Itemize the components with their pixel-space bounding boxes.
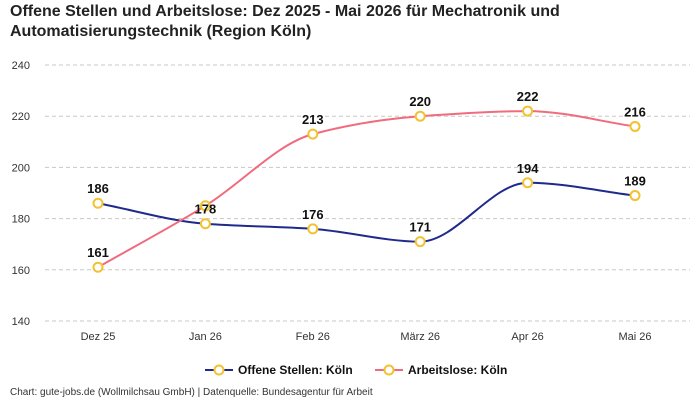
data-label: 186 (87, 181, 109, 196)
x-tick-label: Apr 26 (511, 331, 543, 343)
data-point (414, 236, 426, 248)
legend-label: Arbeitslose: Köln (408, 363, 507, 377)
series-markers (92, 105, 641, 273)
legend-label: Offene Stellen: Köln (238, 363, 353, 377)
data-label: 194 (517, 161, 539, 176)
data-point (92, 261, 104, 273)
data-point (522, 177, 534, 189)
y-tick-label: 160 (12, 265, 30, 277)
x-tick-label: März 26 (400, 331, 440, 343)
x-tick-label: Dez 25 (81, 331, 116, 343)
data-point (307, 128, 319, 140)
data-label: 220 (409, 94, 431, 109)
y-axis: 140 160 180 200 220 240 (12, 60, 30, 328)
data-point (629, 120, 641, 132)
data-label: 161 (87, 245, 109, 260)
x-tick-label: Feb 26 (296, 331, 330, 343)
data-label: 222 (517, 89, 539, 104)
data-point (414, 110, 426, 122)
y-tick-label: 140 (12, 316, 30, 328)
y-tick-label: 240 (12, 60, 30, 72)
legend: Offene Stellen: Köln Arbeitslose: Köln (205, 363, 507, 377)
data-label: 171 (409, 220, 431, 235)
data-point (522, 105, 534, 117)
data-label: 189 (624, 174, 646, 189)
series-line (97, 181, 636, 243)
x-tick-label: Jan 26 (189, 331, 222, 343)
chart-title: Offene Stellen und Arbeitslose: Dez 2025… (10, 3, 560, 40)
data-point (629, 190, 641, 202)
legend-marker (383, 364, 395, 376)
data-point (199, 218, 211, 230)
grid-lines (45, 64, 690, 322)
data-label: 176 (302, 207, 324, 222)
y-tick-label: 220 (12, 111, 30, 123)
data-label: 216 (624, 104, 646, 119)
legend-marker (213, 364, 225, 376)
series-lines (97, 110, 636, 269)
data-point (199, 200, 211, 212)
series-line (97, 110, 636, 269)
data-label: 178 (195, 202, 217, 217)
y-tick-label: 180 (12, 214, 30, 226)
chart-footer: Chart: gute-jobs.de (Wollmilchsau GmbH) … (10, 387, 373, 398)
data-point (307, 223, 319, 235)
data-label: 213 (302, 112, 324, 127)
data-labels: 186 178 176 171 194 189 161 213 220 222 216 (87, 89, 646, 260)
x-axis: Dez 25 Jan 26 Feb 26 März 26 Apr 26 Mai 26 (81, 331, 652, 343)
x-tick-label: Mai 26 (618, 331, 651, 343)
y-tick-label: 200 (12, 162, 30, 174)
data-point (92, 197, 104, 209)
